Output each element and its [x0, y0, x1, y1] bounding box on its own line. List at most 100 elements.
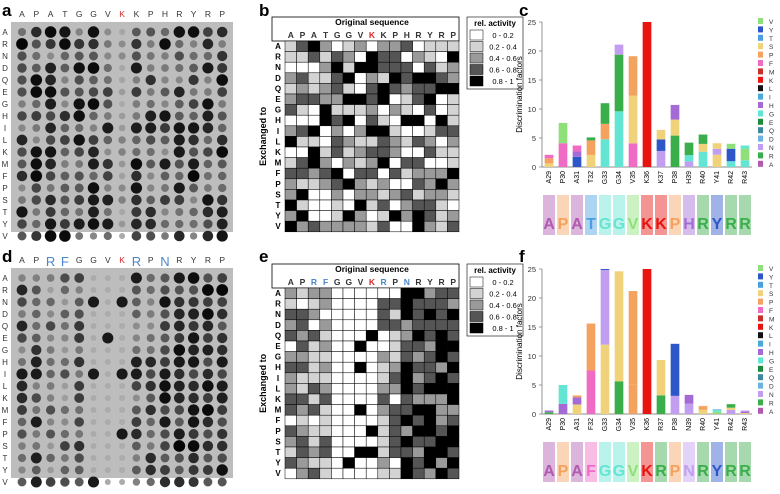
logo-column: [669, 442, 681, 482]
heatmap-cell: [331, 340, 344, 352]
heatmap-cell: [412, 393, 425, 405]
heatmap-cell: [447, 457, 460, 469]
heatmap-cell: [412, 436, 425, 448]
spot: [102, 332, 114, 344]
heatmap-column-label: G: [345, 277, 352, 287]
row-label: R: [2, 286, 8, 295]
spot: [119, 454, 126, 462]
spot: [60, 63, 70, 73]
heatmap-cell: [447, 136, 460, 148]
spot: [17, 147, 27, 157]
heatmap-cell: [435, 414, 448, 427]
logo-letter: R: [739, 463, 751, 480]
bar-segment: [698, 406, 708, 410]
column-label: V: [105, 9, 111, 19]
heatmap-cell: [296, 104, 309, 116]
heatmap-cell: [284, 104, 297, 116]
logo-column: [613, 442, 625, 482]
heatmap-cell: [307, 393, 321, 405]
logo-column: [683, 195, 695, 235]
spot: [132, 345, 141, 355]
spot: [31, 39, 41, 49]
spot: [45, 218, 57, 230]
spot: [74, 38, 85, 50]
spot: [59, 26, 71, 38]
heatmap-cell: [296, 125, 309, 137]
spot: [60, 454, 69, 462]
heatmap-cell: [447, 157, 460, 169]
heatmap-cell: [284, 351, 297, 363]
heatmap-cell: [447, 340, 460, 352]
spot: [203, 171, 212, 181]
heatmap-column-label: H: [404, 30, 410, 40]
heatmap-cell: [342, 51, 355, 63]
bar-legend-swatch: [758, 332, 763, 339]
heatmap-cell: [307, 93, 321, 105]
logo-column: [557, 195, 569, 235]
spot: [89, 124, 98, 132]
x-tick-label: P38: [672, 418, 679, 431]
logo-letter: Y: [712, 216, 723, 233]
heatmap-cell: [377, 72, 390, 84]
heatmap-cell: [423, 404, 437, 416]
heatmap-cell: [435, 436, 448, 448]
spot: [145, 369, 156, 379]
heatmap-cell: [307, 167, 321, 180]
spot: [174, 230, 185, 242]
bar-legend-swatch: [758, 273, 763, 280]
column-label: R: [176, 9, 182, 19]
heatmap-cell: [400, 414, 413, 427]
spot: [159, 110, 171, 122]
heatmap-cell: [342, 125, 355, 137]
bar-segment: [698, 143, 708, 152]
heatmap-cell: [342, 178, 355, 190]
heatmap-cell: [354, 210, 367, 222]
spot: [174, 99, 184, 109]
spot: [188, 74, 199, 86]
heatmap-cell: [377, 330, 390, 342]
spot: [74, 297, 84, 307]
column-label: R: [176, 255, 182, 265]
column-label: P: [219, 255, 225, 265]
spot: [160, 123, 170, 133]
spot: [131, 206, 142, 218]
row-label: E: [2, 88, 7, 97]
logo-column: [543, 195, 555, 235]
spot: [159, 158, 171, 170]
heatmap-cell: [354, 436, 367, 448]
spot: [130, 272, 142, 284]
spot: [188, 428, 199, 440]
heatmap-cell: [296, 330, 309, 342]
row-label: L: [3, 382, 8, 391]
bar-legend-label: A: [769, 409, 774, 416]
bar-legend-swatch: [758, 265, 763, 271]
spot: [104, 346, 111, 354]
spot: [16, 320, 28, 332]
heatmap-cell: [307, 210, 321, 222]
heatmap-cell: [342, 189, 355, 201]
spot: [217, 123, 227, 133]
spot: [188, 296, 199, 308]
heatmap-cell: [284, 404, 297, 416]
heatmap-column-label: A: [288, 30, 294, 40]
spot: [132, 135, 141, 145]
bar-segment: [628, 384, 638, 414]
heatmap-cell: [354, 220, 367, 233]
heatmap-cell: [400, 457, 413, 469]
heatmap-cell: [354, 136, 367, 148]
bar-legend-swatch: [758, 60, 763, 66]
heatmap-cell: [412, 125, 425, 137]
spot: [45, 477, 56, 487]
spot: [145, 404, 156, 416]
heatmap-cell: [296, 319, 309, 331]
spot: [119, 394, 126, 402]
spot: [46, 357, 55, 367]
heatmap-cell: [342, 104, 355, 116]
bar-segment: [558, 122, 568, 144]
heatmap-cell: [365, 372, 379, 384]
bar-legend-label: N: [769, 145, 774, 152]
spot: [118, 160, 126, 168]
bar-legend-swatch: [758, 391, 763, 397]
heatmap-cell: [307, 114, 321, 127]
heatmap-cell: [377, 220, 390, 233]
